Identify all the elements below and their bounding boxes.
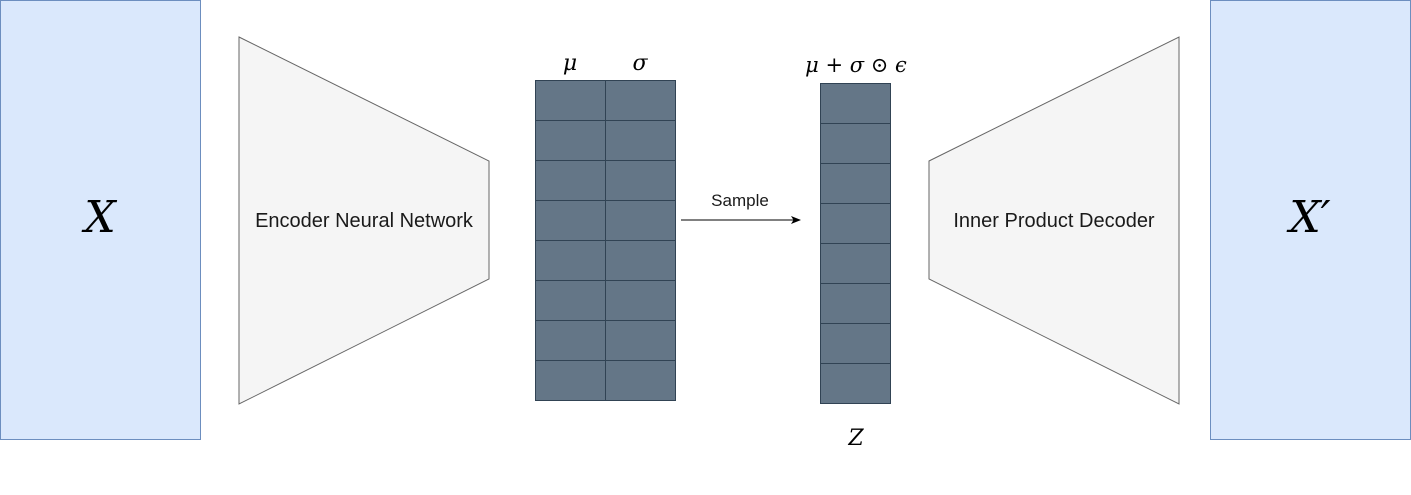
- params-grid-cell: [605, 280, 676, 321]
- params-grid-cell: [535, 240, 606, 281]
- sample-arrow-group: Sample: [681, 191, 801, 224]
- params-grid-cell: [535, 360, 606, 401]
- sample-label: Sample: [711, 191, 769, 210]
- latent-grid-cell: [820, 83, 891, 124]
- encoder-label: Encoder Neural Network: [255, 210, 474, 232]
- latent-grid-cell: [820, 123, 891, 164]
- latent-grid-cell: [820, 283, 891, 324]
- latent-grid-cell: [820, 163, 891, 204]
- params-grid-cell: [535, 320, 606, 361]
- output-block: X′: [1210, 0, 1411, 440]
- latent-grid-cell: [820, 323, 891, 364]
- params-grid-cell: [605, 240, 676, 281]
- params-grid-cell: [535, 80, 606, 121]
- latent-formula: μ + σ ⊙ ϵ: [805, 53, 907, 77]
- decoder-label: Inner Product Decoder: [953, 210, 1155, 232]
- mu-label: μ: [563, 51, 577, 76]
- input-rect: [0, 0, 201, 440]
- latent-params-block: μ σ: [535, 51, 676, 401]
- latent-grid-cell: [820, 363, 891, 404]
- params-grid-cell: [535, 160, 606, 201]
- params-grid-cell: [605, 360, 676, 401]
- params-grid-cell: [605, 160, 676, 201]
- sigma-label: σ: [632, 51, 648, 76]
- params-grid: [535, 80, 676, 401]
- params-grid-cell: [535, 120, 606, 161]
- latent-grid-cell: [820, 243, 891, 284]
- latent-grid-cell: [820, 203, 891, 244]
- decoder-trapezoid: [928, 36, 1180, 405]
- params-grid-cell: [535, 200, 606, 241]
- input-block: X: [0, 0, 201, 440]
- latent-label: Z: [847, 426, 864, 451]
- params-grid-cell: [605, 120, 676, 161]
- output-rect: [1210, 0, 1411, 440]
- encoder-block: Encoder Neural Network: [238, 36, 490, 405]
- params-grid-cell: [605, 200, 676, 241]
- latent-block: μ + σ ⊙ ϵ Z: [805, 53, 907, 451]
- params-grid-cell: [605, 320, 676, 361]
- encoder-trapezoid: [238, 36, 490, 405]
- latent-grid: [820, 83, 891, 404]
- params-grid-cell: [605, 80, 676, 121]
- input-label: X: [81, 192, 117, 243]
- output-label: X′: [1286, 192, 1330, 243]
- decoder-block: Inner Product Decoder: [928, 36, 1180, 405]
- params-grid-cell: [535, 280, 606, 321]
